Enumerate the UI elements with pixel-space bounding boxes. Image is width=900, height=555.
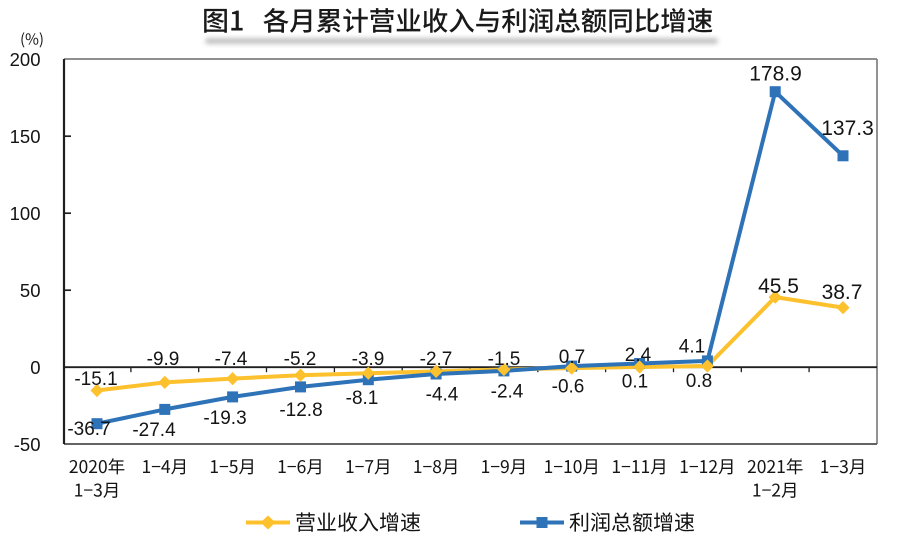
svg-text:-1.5: -1.5	[488, 349, 521, 370]
svg-text:100: 100	[10, 203, 41, 224]
svg-text:0: 0	[30, 357, 40, 378]
svg-text:38.7: 38.7	[822, 281, 863, 304]
svg-text:50: 50	[20, 280, 41, 301]
svg-text:-2.7: -2.7	[420, 349, 453, 370]
svg-text:2.4: 2.4	[625, 345, 652, 366]
svg-text:-7.4: -7.4	[215, 349, 248, 370]
svg-text:-2.4: -2.4	[491, 382, 524, 403]
svg-text:-27.4: -27.4	[132, 420, 176, 441]
svg-text:137.3: 137.3	[821, 117, 874, 140]
svg-text:-12.8: -12.8	[279, 400, 322, 421]
svg-text:-0.6: -0.6	[552, 377, 585, 398]
svg-text:45.5: 45.5	[758, 275, 799, 298]
svg-text:4.1: 4.1	[679, 337, 705, 358]
svg-text:-9.9: -9.9	[147, 349, 180, 370]
svg-text:-3.9: -3.9	[352, 349, 385, 370]
svg-text:0.7: 0.7	[559, 347, 585, 368]
svg-text:-50: -50	[14, 434, 41, 455]
svg-text:0.8: 0.8	[686, 371, 712, 392]
svg-text:-8.1: -8.1	[346, 388, 379, 409]
svg-text:-4.4: -4.4	[426, 385, 459, 406]
svg-text:-19.3: -19.3	[203, 408, 246, 429]
svg-text:-15.1: -15.1	[74, 369, 117, 390]
svg-text:200: 200	[10, 49, 41, 70]
svg-text:-5.2: -5.2	[284, 349, 317, 370]
svg-text:178.9: 178.9	[749, 62, 802, 85]
svg-text:0.1: 0.1	[622, 372, 648, 393]
svg-text:150: 150	[10, 126, 41, 147]
svg-text:-36.7: -36.7	[67, 419, 110, 440]
